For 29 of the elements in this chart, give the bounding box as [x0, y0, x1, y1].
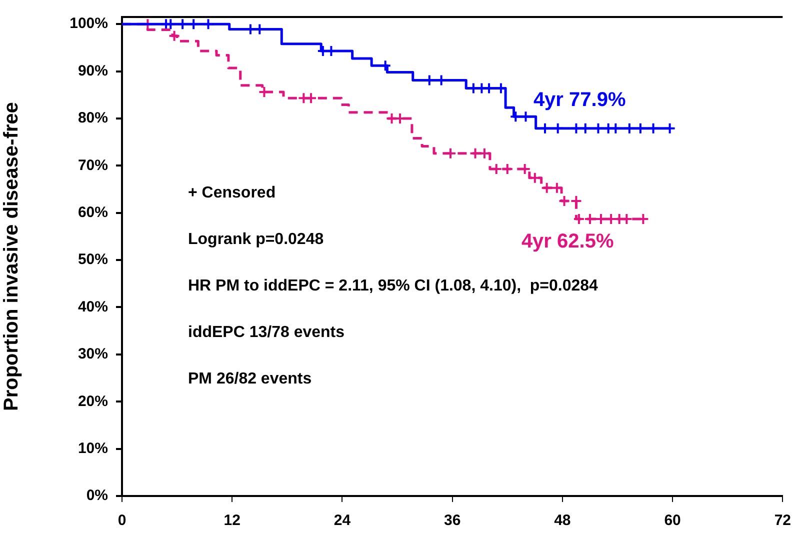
- y-axis-title: Proportion invasive disease-free: [0, 102, 23, 412]
- annotation: 4yr 62.5%: [521, 230, 614, 253]
- y-tick-label: 80%: [78, 110, 108, 127]
- x-tick-label: 48: [554, 512, 571, 530]
- y-tick-label: 70%: [78, 156, 108, 174]
- y-tick-label: 40%: [78, 298, 108, 316]
- y-tick-label: 60%: [78, 204, 108, 221]
- annotation: iddEPC 13/78 events: [188, 324, 345, 341]
- y-tick-label: 20%: [78, 392, 108, 410]
- annotation: HR PM to iddEPC = 2.11, 95% CI (1.08, 4.10), p=0.0284: [188, 277, 598, 294]
- y-tick-label: 90%: [78, 62, 108, 80]
- x-tick-label: 12: [224, 512, 240, 530]
- x-tick-label: 36: [444, 512, 461, 530]
- annotation: + Censored: [188, 184, 276, 202]
- annotation: 4yr 77.9%: [533, 88, 626, 111]
- y-tick-label: 10%: [78, 440, 108, 457]
- y-tick-label: 100%: [70, 15, 108, 32]
- y-tick-label: 30%: [78, 346, 108, 363]
- x-tick-label: 24: [334, 512, 352, 530]
- x-tick-label: 60: [664, 512, 681, 530]
- annotation: Logrank p=0.0248: [188, 230, 324, 248]
- annotation: PM 26/82 events: [188, 370, 312, 388]
- point: [168, 30, 180, 42]
- x-tick-label: 0: [118, 512, 126, 530]
- point: [572, 212, 585, 225]
- y-tick-label: 0%: [86, 487, 108, 504]
- point: [558, 195, 570, 208]
- y-tick-label: 50%: [78, 251, 108, 268]
- x-tick-label: 72: [774, 512, 791, 530]
